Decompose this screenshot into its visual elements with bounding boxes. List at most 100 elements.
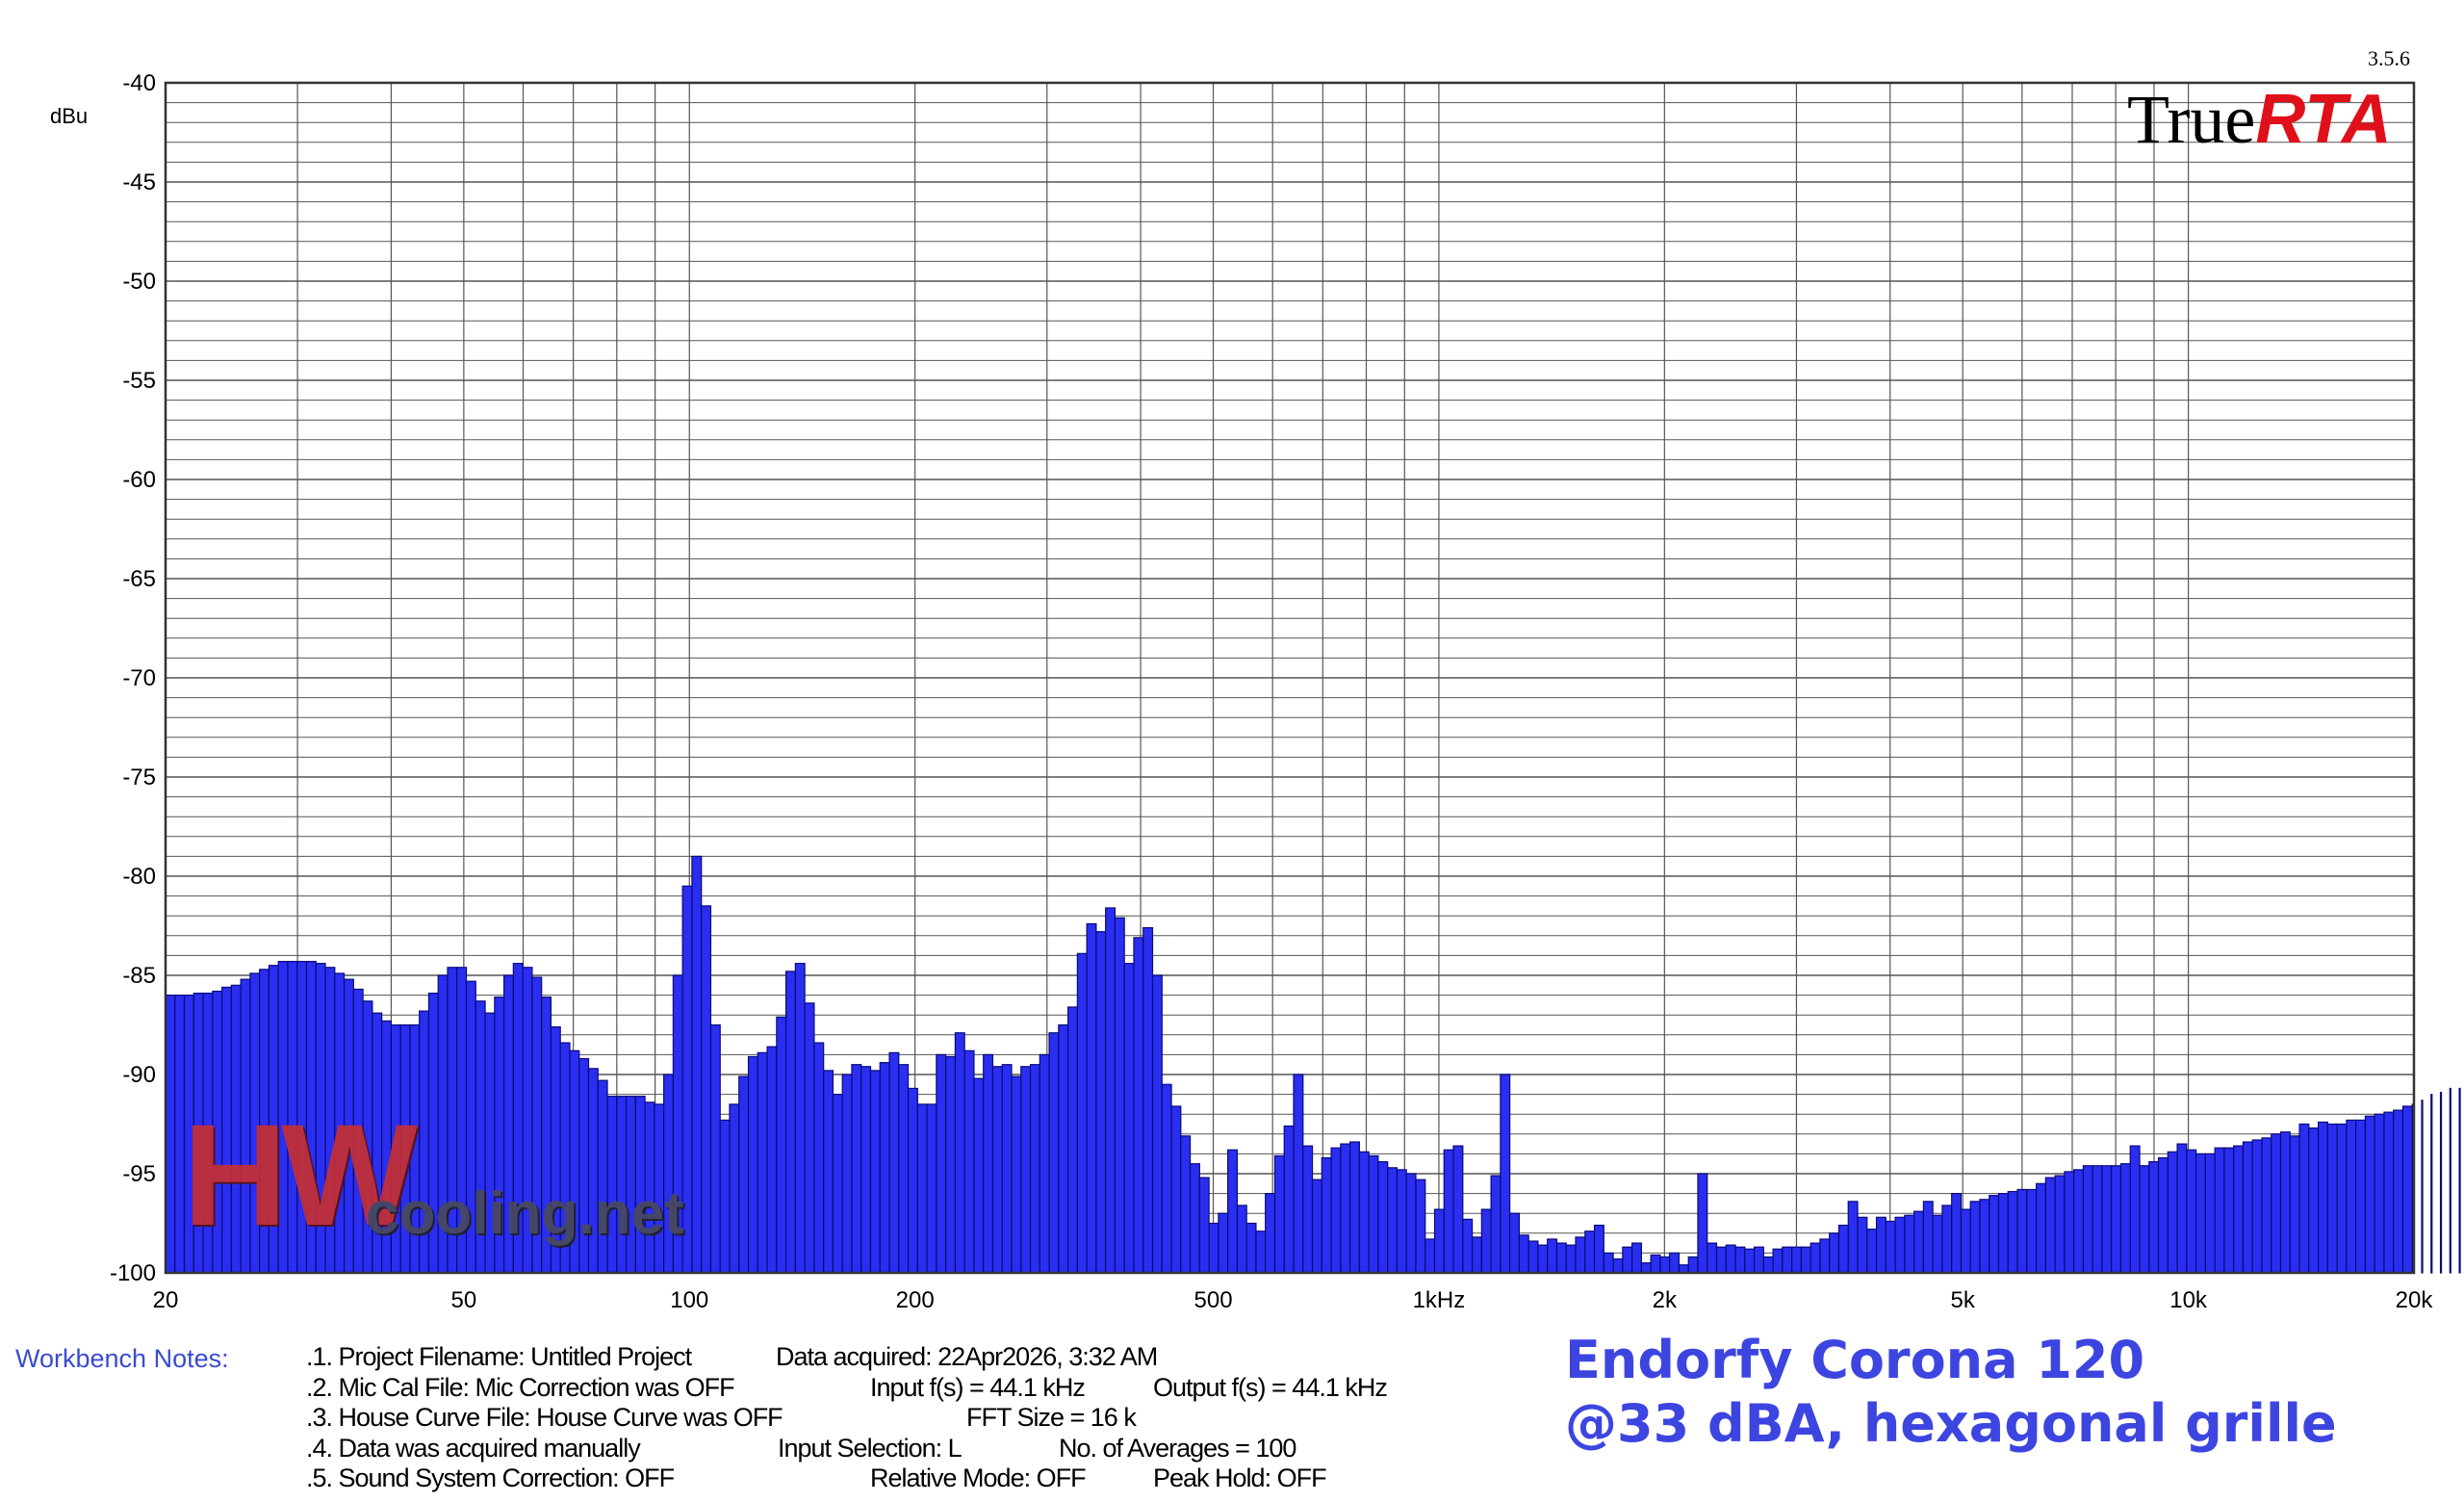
y-tick-label: -45 (122, 169, 156, 195)
spectrum-bar (1810, 1242, 1821, 1274)
spectrum-bar (1593, 1224, 1604, 1274)
spectrum-bar (2204, 1152, 2216, 1274)
spectrum-bar (2364, 1115, 2375, 1274)
spectrum-bar (1387, 1167, 1399, 1274)
spectrum-bar (1076, 952, 1088, 1274)
spectrum-bar (1462, 1218, 1474, 1274)
y-tick-label: -40 (122, 70, 156, 96)
spectrum-bar (1527, 1240, 1539, 1274)
x-tick-label: 5k (1951, 1287, 1976, 1313)
spectrum-bar (1612, 1257, 1624, 1274)
spectrum-bar (2157, 1156, 2169, 1274)
spectrum-bar (1922, 1201, 1934, 1274)
spectrum-bar (1170, 1105, 1182, 1274)
spectrum-bar (1048, 1032, 1060, 1274)
spectrum-bar (1960, 1208, 1971, 1274)
x-tick-label: 20 (153, 1287, 179, 1313)
x-tick-label: 50 (451, 1287, 477, 1313)
y-tick-label: -95 (122, 1161, 156, 1187)
notes-cell: FFT Size = 16 k (966, 1403, 1137, 1432)
spectrum-bar (1829, 1232, 1840, 1274)
spectrum-bar (1885, 1220, 1896, 1274)
x-tick-label: 10k (2169, 1287, 2208, 1313)
spectrum-bar (1687, 1256, 1699, 1274)
spectrum-bar (2119, 1163, 2131, 1274)
spectrum-bar (983, 1053, 994, 1274)
spectrum-bar (1989, 1195, 2000, 1274)
spectrum-bar (1358, 1151, 1370, 1274)
notes-cell: .1. Project Filename: Untitled Project (306, 1342, 692, 1371)
spectrum-bar (1198, 1177, 1210, 1274)
app-version: 3.5.6 (2368, 46, 2410, 70)
spectrum-bar (2401, 1105, 2413, 1274)
spectrum-bar (1490, 1175, 1502, 1274)
spectrum-bar (1133, 937, 1144, 1274)
spectrum-bar (1697, 1173, 1708, 1274)
spectrum-bar (1405, 1173, 1417, 1274)
spectrum-bar (2308, 1127, 2320, 1274)
spectrum-bar (1518, 1234, 1529, 1274)
spectrum-bar (1245, 1222, 1257, 1274)
spectrum-bar (1725, 1244, 1736, 1274)
spectrum-bar (2317, 1121, 2328, 1274)
truerta-logo: TrueRTA (2127, 81, 2392, 158)
notes-cell: .4. Data was acquired manually (306, 1433, 641, 1463)
spectrum-bar (823, 1070, 834, 1274)
x-tick-label: 20k (2396, 1287, 2434, 1313)
spectrum-bar (1847, 1201, 1859, 1274)
spectrum-bar (1415, 1178, 1426, 1274)
spectrum-bar (1791, 1246, 1803, 1274)
spectrum-bar (804, 1002, 815, 1274)
spectrum-bar (1744, 1248, 1756, 1274)
spectrum-bar (2016, 1188, 2028, 1274)
spectrum-bar (888, 1051, 900, 1274)
spectrum-bar (2449, 1087, 2451, 1274)
spectrum-bar (2298, 1123, 2310, 1274)
spectrum-bar (1105, 907, 1116, 1274)
spectrum-bar (2035, 1182, 2046, 1274)
spectrum-bar (1875, 1216, 1886, 1274)
spectrum-bar (747, 1055, 758, 1274)
spectrum-bar (1772, 1248, 1784, 1274)
spectrum-bar (2355, 1119, 2367, 1274)
spectrum-bar (1894, 1216, 1906, 1274)
spectrum-bar (1067, 1006, 1078, 1274)
spectrum-bar (1951, 1192, 1963, 1274)
spectrum-bar (2064, 1171, 2075, 1274)
spectrum-bar (851, 1064, 862, 1274)
spectrum-bar (1547, 1238, 1558, 1274)
spectrum-bar (1208, 1222, 1219, 1274)
workbench-notes-title: Workbench Notes: (15, 1344, 229, 1373)
notes-cell: Input Selection: L (778, 1433, 962, 1463)
y-tick-label: -100 (110, 1260, 156, 1286)
spectrum-bar (832, 1093, 843, 1274)
headline-line1: Endorfy Corona 120 (1565, 1330, 2145, 1390)
spectrum-bar (1227, 1149, 1239, 1274)
spectrum-bar (2336, 1123, 2348, 1274)
spectrum-bar (766, 1046, 778, 1274)
spectrum-bar (1941, 1204, 1953, 1274)
spectrum-bar (1509, 1212, 1521, 1274)
spectrum-bar (2026, 1188, 2038, 1274)
spectrum-bar (2054, 1175, 2066, 1274)
spectrum-bar (1349, 1141, 1360, 1274)
spectrum-bar (1377, 1161, 1389, 1274)
spectrum-bar (1800, 1246, 1811, 1274)
spectrum-bar (1837, 1224, 1849, 1274)
x-tick-label: 1kHz (1413, 1287, 1466, 1313)
spectrum-bar (1020, 1066, 1032, 1274)
spectrum-bar (1734, 1246, 1746, 1274)
spectrum-bar (879, 1062, 890, 1274)
spectrum-bar (2289, 1135, 2300, 1274)
spectrum-bar (2139, 1165, 2150, 1274)
headline-line2: @33 dBA, hexagonal grille (1565, 1393, 2337, 1454)
spectrum-bar (945, 1055, 957, 1274)
spectrum-bar (1565, 1244, 1577, 1274)
spectrum-bar (1443, 1149, 1454, 1274)
y-tick-label: -75 (122, 764, 156, 790)
spectrum-bar (1086, 922, 1097, 1274)
spectrum-bar (2214, 1147, 2225, 1274)
spectrum-bar (1537, 1244, 1549, 1274)
plot-frame (164, 81, 2416, 1275)
notes-cell: Output f(s) = 44.1 kHz (1153, 1372, 1388, 1402)
